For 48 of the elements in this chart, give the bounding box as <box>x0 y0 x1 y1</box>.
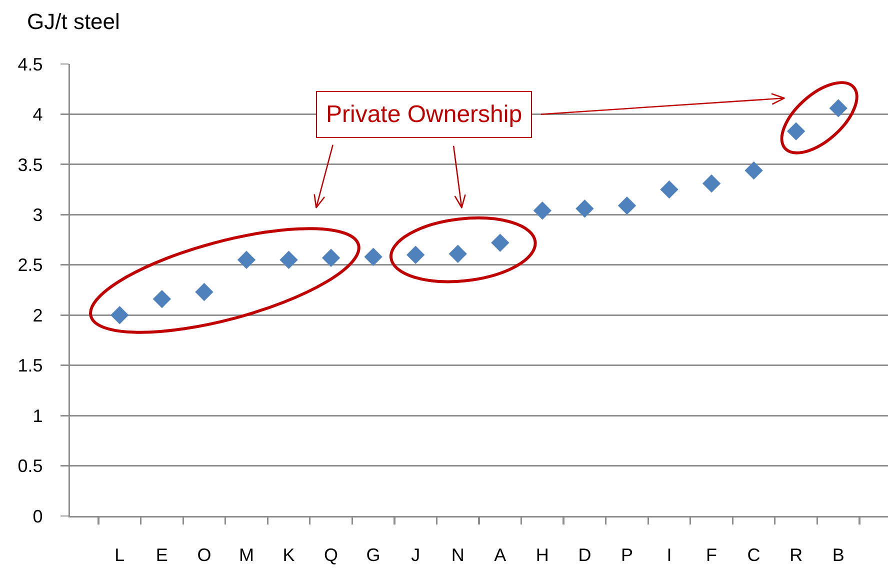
y-tick-label: 2 <box>32 305 43 326</box>
point <box>152 290 172 308</box>
point <box>576 200 594 218</box>
y-tick-label: 0 <box>32 506 43 526</box>
x-tick-label: H <box>536 545 549 566</box>
point <box>364 248 382 266</box>
x-tick-label: O <box>197 545 212 566</box>
y-tick-label: 2.5 <box>18 255 43 276</box>
point <box>406 246 425 264</box>
y-tick-label: 4.5 <box>18 54 43 74</box>
x-tick-label: P <box>620 545 633 566</box>
point <box>280 250 298 269</box>
x-tick-label: L <box>114 545 125 566</box>
point <box>786 122 806 140</box>
y-tick-label: 3 <box>32 204 43 225</box>
x-tick-label: D <box>578 545 592 566</box>
x-tick-label: N <box>451 545 464 566</box>
x-tick-label: Q <box>324 545 338 566</box>
y-tick-label: 1.5 <box>18 356 43 376</box>
y-tick-label: 1 <box>32 406 43 426</box>
x-tick-label: G <box>366 545 380 566</box>
point <box>829 99 848 118</box>
x-tick-label: A <box>494 545 506 566</box>
point <box>322 248 340 267</box>
point <box>237 250 256 269</box>
annotation: Private Ownership <box>326 101 522 128</box>
point <box>618 196 636 215</box>
y-tick-label: 4 <box>32 104 43 125</box>
x-tick-label: K <box>282 545 295 566</box>
x-tick-label: E <box>156 545 168 566</box>
point <box>195 282 214 302</box>
point <box>744 161 763 180</box>
point <box>448 244 467 263</box>
point <box>660 180 678 199</box>
x-tick-label: M <box>238 545 254 566</box>
x-tick-label: C <box>747 545 760 566</box>
y-tick-label: 0.5 <box>18 456 43 476</box>
x-tick-label: J <box>411 545 420 566</box>
y-tick-label: 3.5 <box>18 154 43 175</box>
x-tick-label: B <box>832 545 844 566</box>
point <box>110 306 129 324</box>
point <box>533 202 552 220</box>
x-tick-label: I <box>666 545 672 566</box>
point <box>702 174 721 193</box>
x-tick-label: R <box>790 545 803 566</box>
x-tick-label: F <box>706 545 718 566</box>
point <box>491 234 510 252</box>
y-axis-title: GJ/t steel <box>27 9 120 34</box>
